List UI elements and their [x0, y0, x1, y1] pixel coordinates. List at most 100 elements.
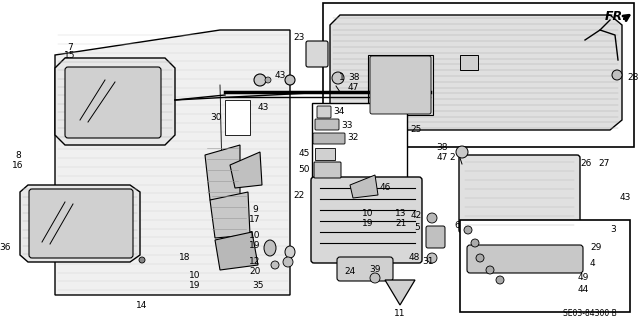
Circle shape [612, 70, 622, 80]
Bar [460, 220, 630, 312]
Text: 21: 21 [395, 219, 406, 227]
FancyBboxPatch shape [317, 106, 331, 118]
Polygon shape [230, 152, 262, 188]
FancyBboxPatch shape [459, 155, 580, 233]
Text: 43: 43 [258, 103, 269, 113]
Text: 19: 19 [189, 280, 201, 290]
Text: 3: 3 [610, 226, 616, 234]
Text: 6: 6 [454, 221, 460, 231]
Text: 23: 23 [294, 33, 305, 42]
Polygon shape [20, 185, 140, 262]
Text: 19: 19 [362, 219, 374, 227]
FancyBboxPatch shape [426, 226, 445, 248]
Text: 49: 49 [578, 273, 589, 283]
Text: 42: 42 [411, 211, 422, 219]
Text: SE03-84300 B: SE03-84300 B [563, 309, 617, 318]
Polygon shape [205, 145, 240, 205]
Polygon shape [330, 15, 622, 130]
Text: 14: 14 [136, 300, 148, 309]
Text: 45: 45 [299, 150, 310, 159]
Text: 31: 31 [422, 257, 433, 266]
Text: FR.: FR. [605, 10, 628, 23]
Text: 16: 16 [12, 160, 24, 169]
Text: 46: 46 [380, 183, 392, 192]
Text: 39: 39 [369, 265, 381, 275]
Text: 28: 28 [627, 73, 638, 83]
Circle shape [271, 261, 279, 269]
Text: 18: 18 [179, 254, 191, 263]
FancyBboxPatch shape [29, 189, 133, 258]
Text: 48: 48 [408, 254, 420, 263]
Text: 27: 27 [598, 159, 609, 167]
Text: 10: 10 [249, 231, 260, 240]
Text: 34: 34 [333, 108, 344, 116]
Ellipse shape [285, 246, 295, 258]
Text: 22: 22 [294, 190, 305, 199]
Polygon shape [350, 175, 378, 198]
Circle shape [332, 72, 344, 84]
Circle shape [285, 75, 295, 85]
FancyBboxPatch shape [311, 177, 422, 263]
Text: 10: 10 [362, 209, 374, 218]
Bar [323, 3, 634, 147]
Text: 25: 25 [410, 125, 421, 135]
Text: 19: 19 [249, 241, 260, 249]
Text: 43: 43 [620, 194, 632, 203]
Text: 8: 8 [15, 151, 21, 160]
Circle shape [471, 239, 479, 247]
Text: 30: 30 [211, 114, 222, 122]
Text: 15: 15 [64, 51, 76, 61]
Text: 5: 5 [414, 224, 420, 233]
Text: 50: 50 [298, 166, 310, 174]
Circle shape [370, 273, 380, 283]
Text: 10: 10 [189, 271, 201, 279]
Polygon shape [210, 192, 250, 238]
Bar [460, 55, 478, 70]
Polygon shape [215, 232, 258, 270]
Bar [368, 55, 433, 115]
Text: 17: 17 [249, 216, 260, 225]
Bar [225, 100, 250, 135]
Text: 43: 43 [275, 70, 286, 79]
Polygon shape [55, 58, 175, 145]
FancyBboxPatch shape [65, 67, 161, 138]
Polygon shape [55, 30, 290, 295]
Text: 33: 33 [341, 121, 353, 130]
Circle shape [427, 253, 437, 263]
Circle shape [265, 77, 271, 83]
FancyBboxPatch shape [370, 56, 431, 114]
Text: 1: 1 [339, 73, 345, 83]
Ellipse shape [264, 240, 276, 256]
Circle shape [476, 254, 484, 262]
Circle shape [486, 266, 494, 274]
Text: 38: 38 [348, 73, 360, 83]
Circle shape [464, 226, 472, 234]
Circle shape [283, 257, 293, 267]
Text: 13: 13 [395, 209, 406, 218]
Circle shape [427, 213, 437, 223]
Text: 26: 26 [580, 159, 591, 167]
Text: 11: 11 [394, 308, 406, 317]
Text: 47: 47 [348, 84, 360, 93]
Text: 32: 32 [347, 133, 358, 143]
FancyBboxPatch shape [313, 133, 345, 144]
Text: 12: 12 [250, 257, 260, 266]
Circle shape [139, 257, 145, 263]
Text: 38: 38 [436, 144, 448, 152]
FancyBboxPatch shape [467, 245, 583, 273]
Text: 20: 20 [250, 268, 260, 277]
Text: 24: 24 [344, 268, 356, 277]
Text: 7: 7 [67, 42, 73, 51]
Text: 4: 4 [590, 258, 596, 268]
Circle shape [254, 74, 266, 86]
Circle shape [456, 146, 468, 158]
Bar [315, 148, 335, 160]
Text: 2: 2 [449, 153, 455, 162]
Text: 44: 44 [578, 286, 589, 294]
Bar [312, 103, 407, 218]
FancyBboxPatch shape [306, 41, 328, 67]
Text: 35: 35 [252, 280, 264, 290]
FancyBboxPatch shape [337, 257, 393, 281]
Circle shape [496, 276, 504, 284]
Text: 9: 9 [252, 205, 258, 214]
